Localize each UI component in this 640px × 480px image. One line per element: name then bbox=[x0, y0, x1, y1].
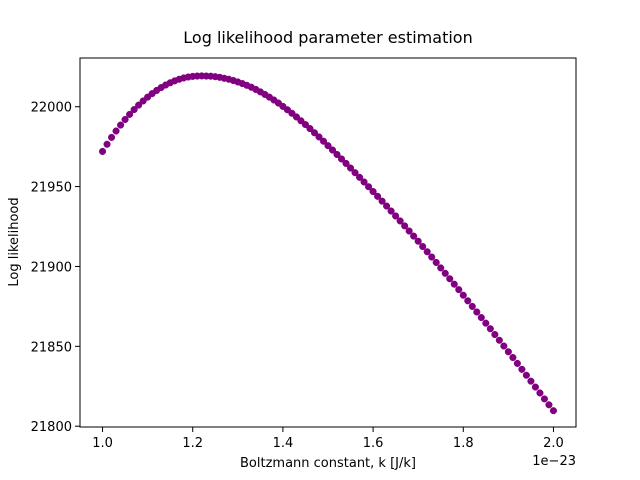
data-point bbox=[342, 159, 350, 167]
data-point bbox=[328, 146, 337, 154]
data-point bbox=[369, 187, 377, 196]
data-point bbox=[527, 377, 535, 385]
data-point bbox=[126, 110, 134, 118]
data-point bbox=[455, 286, 463, 294]
data-point bbox=[500, 342, 508, 350]
data-point bbox=[103, 140, 111, 148]
data-point bbox=[360, 178, 368, 186]
data-point bbox=[414, 237, 422, 245]
data-point bbox=[536, 389, 544, 397]
data-point bbox=[423, 248, 431, 256]
data-point bbox=[482, 319, 490, 327]
data-point bbox=[459, 291, 467, 299]
data-point bbox=[383, 202, 391, 210]
data-point bbox=[292, 113, 300, 121]
data-point bbox=[531, 383, 539, 391]
x-tick-label: 1.4 bbox=[273, 436, 294, 451]
y-axis-label: Log likelihood bbox=[7, 197, 22, 286]
data-point bbox=[324, 142, 332, 150]
data-point bbox=[356, 173, 364, 181]
data-point bbox=[337, 155, 346, 163]
data-point bbox=[495, 336, 503, 344]
chart-title: Log likelihood parameter estimation bbox=[183, 28, 472, 47]
data-point bbox=[513, 359, 521, 367]
data-point bbox=[333, 150, 341, 159]
data-point bbox=[315, 133, 323, 141]
data-point bbox=[387, 207, 395, 215]
data-point bbox=[401, 222, 409, 230]
x-tick-label: 2.0 bbox=[543, 436, 564, 451]
data-point bbox=[346, 164, 355, 172]
x-tick-label: 1.6 bbox=[363, 436, 384, 451]
data-point bbox=[522, 371, 530, 379]
data-point bbox=[432, 258, 440, 267]
data-point bbox=[98, 147, 107, 155]
data-point bbox=[117, 121, 125, 129]
data-point bbox=[405, 227, 413, 235]
data-point bbox=[540, 395, 548, 403]
data-point bbox=[486, 325, 494, 333]
x-offset-label: 1e−23 bbox=[532, 454, 576, 469]
x-tick-label: 1.0 bbox=[92, 436, 113, 451]
data-point bbox=[419, 242, 427, 251]
data-point bbox=[441, 269, 449, 277]
data-point bbox=[135, 101, 143, 109]
data-point bbox=[491, 330, 499, 339]
data-point bbox=[464, 297, 472, 305]
data-point bbox=[306, 125, 314, 133]
data-point bbox=[130, 106, 138, 114]
data-point bbox=[365, 183, 373, 191]
data-point bbox=[450, 280, 458, 288]
data-point bbox=[518, 365, 526, 373]
data-point bbox=[374, 192, 382, 200]
data-point bbox=[428, 253, 436, 261]
data-point bbox=[396, 217, 404, 225]
y-tick-label: 22000 bbox=[31, 101, 72, 116]
y-tick-label: 21850 bbox=[31, 340, 72, 355]
data-point bbox=[437, 264, 445, 272]
data-point bbox=[108, 133, 116, 141]
data-point bbox=[121, 115, 129, 124]
data-point bbox=[509, 353, 517, 362]
data-point bbox=[112, 127, 120, 135]
data-point bbox=[139, 97, 147, 105]
data-point bbox=[549, 407, 558, 415]
data-point bbox=[477, 314, 485, 322]
data-point bbox=[319, 137, 328, 145]
data-point bbox=[545, 401, 553, 409]
y-tick-label: 21800 bbox=[31, 420, 72, 435]
data-point bbox=[473, 308, 481, 316]
x-tick-label: 1.2 bbox=[182, 436, 203, 451]
data-point bbox=[297, 117, 305, 125]
data-point bbox=[446, 275, 454, 283]
data-point bbox=[351, 169, 359, 177]
data-point bbox=[392, 212, 400, 220]
data-point bbox=[504, 348, 512, 356]
data-point bbox=[310, 129, 319, 137]
data-point bbox=[378, 197, 386, 205]
axes-frame bbox=[79, 57, 577, 428]
y-tick-label: 21950 bbox=[31, 181, 72, 196]
y-tick-label: 21900 bbox=[31, 260, 72, 275]
data-point bbox=[301, 121, 310, 129]
x-tick-label: 1.8 bbox=[453, 436, 474, 451]
data-point bbox=[468, 302, 476, 310]
x-axis-label: Boltzmann constant, k [J/k] bbox=[240, 456, 416, 471]
data-point bbox=[410, 232, 418, 240]
